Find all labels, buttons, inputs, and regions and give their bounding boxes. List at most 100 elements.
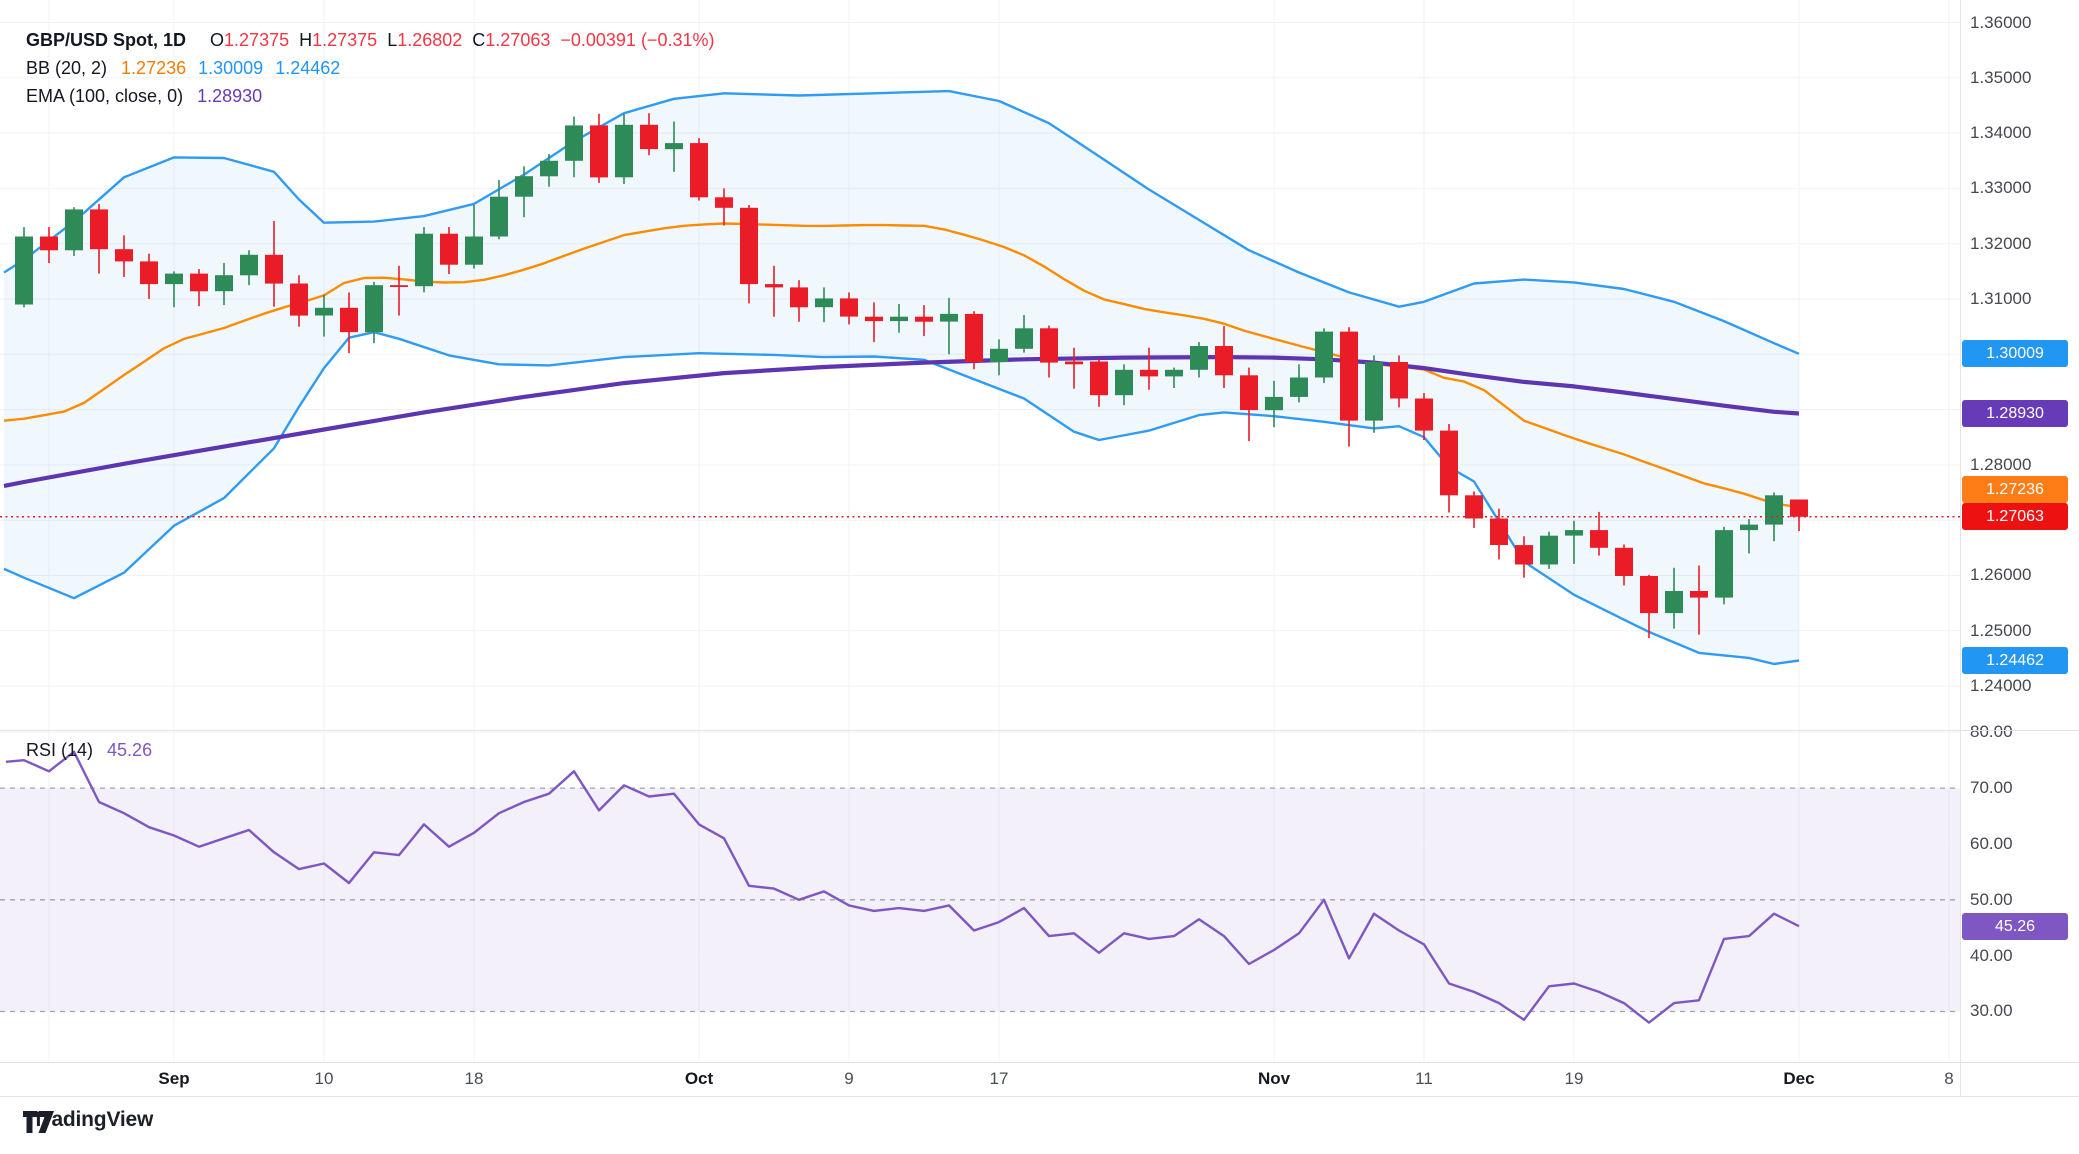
bb-fill-area [4,91,1799,665]
bb-title[interactable]: BB (20, 2) [26,57,108,78]
candle-Oct-4[interactable] [765,265,783,317]
candle-Nov-19[interactable] [1565,520,1583,564]
candle-Oct-29[interactable] [1190,342,1208,378]
candle-Oct-14[interactable] [915,305,933,337]
time-axis[interactable]: Sep 10 18 Oct 9 17 Nov 11 19 Dec 8 [0,1062,2079,1096]
high-value: 1.27375 [312,29,378,50]
candle-Sep-9[interactable] [290,275,308,327]
candle-Oct-15[interactable] [940,297,958,355]
candle-Oct-10[interactable] [865,302,883,343]
bb-upper-line[interactable] [3,89,1800,355]
candle-Sep-24[interactable] [565,116,583,178]
candle-Nov-27[interactable] [1715,526,1733,605]
candle-Sep-18[interactable] [465,205,483,269]
candle-Oct-8[interactable] [815,287,833,323]
candle-Oct-2[interactable] [715,188,733,226]
candle-Sep-17[interactable] [440,227,458,275]
candle-Nov-20[interactable] [1590,511,1608,556]
candle-Nov-21[interactable] [1615,544,1633,586]
candle-Sep-30[interactable] [665,121,683,172]
candle-Nov-22[interactable] [1640,574,1658,638]
price-badge-1.27236: 1.27236 [1962,476,2068,503]
ema-line[interactable] [3,355,1800,488]
candle-Sep-25[interactable] [590,113,608,183]
candle-Aug-28[interactable] [90,203,108,274]
candle-Nov-7[interactable] [1365,355,1383,433]
rsi-badge-45.26: 45.26 [1962,913,2068,940]
candle-Oct-9[interactable] [840,292,858,325]
candle-Nov-6[interactable] [1340,327,1358,447]
candle-Oct-23[interactable] [1090,359,1108,407]
candle-Oct-22[interactable] [1065,347,1083,389]
candle-Sep-3[interactable] [190,269,208,307]
candle-Aug-23[interactable] [15,227,33,308]
ema-title[interactable]: EMA (100, close, 0) [26,85,184,106]
symbol-legend-row[interactable]: GBP/USD Spot, 1D O 1.27375 H 1.27375 L 1… [26,26,714,54]
candle-Nov-29[interactable] [1765,492,1783,542]
candle-Sep-20[interactable] [515,166,533,218]
candle-Dec-2[interactable] [1790,499,1808,532]
time-axis-label-11: 11 [1415,1069,1433,1088]
candle-Nov-26[interactable] [1690,565,1708,635]
candle-Nov-18[interactable] [1540,531,1558,569]
ema-legend-row[interactable]: EMA (100, close, 0) 1.28930 [26,82,714,110]
candle-Nov-1[interactable] [1265,380,1283,428]
rsi-legend-row[interactable]: RSI (14) 45.26 [26,736,152,764]
rsi-line[interactable] [5,750,1800,1024]
rsi-legend: RSI (14) 45.26 [26,736,152,764]
candle-Sep-19[interactable] [490,180,508,240]
candle-Aug-30[interactable] [140,253,158,299]
candle-Oct-18[interactable] [1015,315,1033,353]
candle-Nov-13[interactable] [1465,491,1483,528]
candle-Sep-16[interactable] [415,227,433,293]
candle-Oct-25[interactable] [1140,347,1158,390]
candle-Sep-10[interactable] [315,294,333,337]
candle-Oct-16[interactable] [965,311,983,370]
candle-Oct-7[interactable] [790,280,808,322]
candle-Aug-27[interactable] [65,207,83,256]
candle-Sep-26[interactable] [615,114,633,184]
symbol-title[interactable]: GBP/USD Spot, 1D [26,29,187,50]
candle-Oct-11[interactable] [890,304,908,333]
candle-Sep-6[interactable] [265,221,283,307]
price-axis[interactable]: 1.36000 1.35000 1.34000 1.33000 1.32000 1.310… [1960,0,2079,1062]
candle-Oct-30[interactable] [1215,326,1233,388]
candle-Oct-3[interactable] [740,205,758,304]
candle-Oct-21[interactable] [1040,325,1058,378]
candle-Nov-14[interactable] [1490,508,1508,560]
price-axis-label-1.31000: 1.31000 [1970,289,2032,308]
tradingview-brand[interactable]: TradingView [32,1108,154,1131]
rsi-value: 45.26 [107,739,153,760]
price-axis-label-1.25000: 1.25000 [1970,621,2032,640]
candle-Sep-12[interactable] [365,281,383,344]
tradingview-logo-icon[interactable] [22,1108,56,1136]
candle-Oct-17[interactable] [990,339,1008,376]
candle-Sep-13[interactable] [390,265,408,316]
candle-Sep-27[interactable] [640,113,658,156]
candle-Nov-5[interactable] [1315,328,1333,384]
candle-Sep-23[interactable] [540,154,558,187]
candle-Oct-1[interactable] [690,138,708,201]
bb-legend-row[interactable]: BB (20, 2) 1.27236 1.30009 1.24462 [26,54,714,82]
candle-Nov-12[interactable] [1440,424,1458,513]
candle-Sep-11[interactable] [340,292,358,354]
candle-Aug-26[interactable] [40,227,58,264]
candle-Oct-24[interactable] [1115,364,1133,406]
rsi-title[interactable]: RSI (14) [26,739,94,760]
candle-Sep-2[interactable] [165,271,183,308]
candle-Nov-4[interactable] [1290,364,1308,403]
candle-Sep-5[interactable] [240,250,258,286]
candle-Nov-8[interactable] [1390,355,1408,408]
candle-Sep-4[interactable] [215,263,233,306]
candle-Nov-11[interactable] [1415,393,1433,440]
chart-canvas[interactable] [0,0,2079,1096]
candle-Aug-29[interactable] [115,235,133,277]
candle-Nov-28[interactable] [1740,519,1758,554]
candle-Nov-15[interactable] [1515,536,1533,578]
candlesticks [15,113,1808,638]
candle-Nov-25[interactable] [1665,567,1683,629]
pane-separator[interactable] [0,730,2079,731]
candle-Oct-28[interactable] [1165,367,1183,388]
time-axis-label-10: 10 [314,1069,334,1088]
candle-Oct-31[interactable] [1240,367,1258,442]
